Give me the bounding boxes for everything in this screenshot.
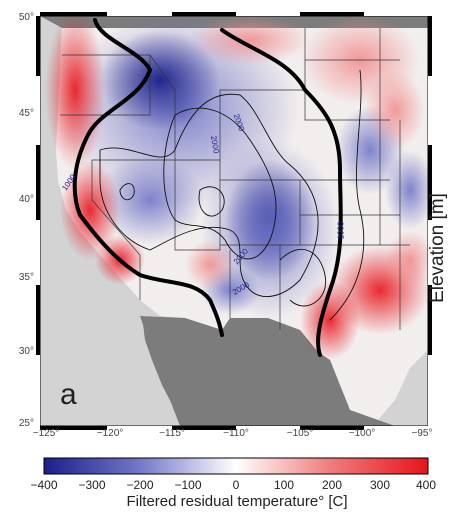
lon-tick-label: −110° <box>223 428 249 439</box>
baja-land <box>142 316 194 426</box>
lat-tick-label: 25° <box>18 418 34 429</box>
lat-tick-label: 30° <box>18 346 34 357</box>
lat-tick-label: 40° <box>18 194 34 205</box>
lon-tick-label: −120° <box>96 428 124 439</box>
lon-tick-label: −95° <box>411 428 433 439</box>
elevation-axis-title: Elevation [m] <box>427 193 448 303</box>
lon-tick-label: −105° <box>286 428 314 439</box>
colorbar-tick-label: 100 <box>273 478 295 492</box>
colorbar-tick-label: −100 <box>174 478 202 492</box>
colorbar-tick-label: 0 <box>232 478 240 492</box>
contour-label: 1000 <box>336 221 346 240</box>
lat-tick-label: 50° <box>18 12 34 23</box>
colorbar-tick-label: 400 <box>415 478 437 492</box>
lon-tick-label: −125° <box>32 428 60 439</box>
colorbar-tick-label: −300 <box>78 478 106 492</box>
colorbar-tick-label: −200 <box>126 478 154 492</box>
colorbar-title: Filtered residual temperature° [C] <box>126 493 348 510</box>
colorbar-tick-label: 200 <box>321 478 343 492</box>
colorbar-tick-label: −400 <box>30 478 58 492</box>
state-borders <box>60 28 410 330</box>
lat-tick-label: 45° <box>18 108 34 119</box>
panel-label: a <box>60 378 77 411</box>
lon-tick-label: −100° <box>348 428 376 439</box>
elevation-contours <box>99 69 365 321</box>
lat-tick-label: 35° <box>18 272 34 283</box>
colorbar <box>43 457 429 475</box>
lon-tick-label: −115° <box>159 428 185 439</box>
colorbar-tick-label: 300 <box>369 478 391 492</box>
thick-contours <box>72 18 343 357</box>
mexico-land <box>140 316 395 426</box>
map-border-ticks <box>36 12 432 430</box>
